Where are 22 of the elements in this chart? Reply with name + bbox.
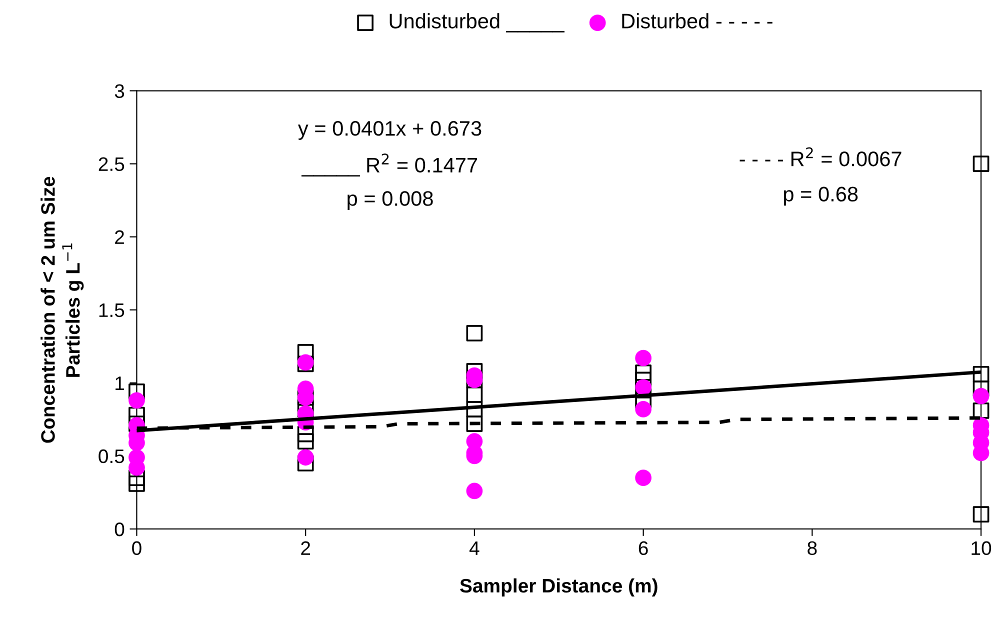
annotation: - - - - R$^{2}$ = 0.0067: [740, 147, 902, 166]
y-tick-label: 0.5: [98, 449, 124, 464]
x-tick-label: 2: [301, 541, 310, 555]
x-tick-label: 10: [972, 541, 992, 556]
y-axis-title: Concentration of < 2 um Size Particles g L$^{−1}$: [40, 176, 84, 443]
legend-label: Disturbed - - - - -: [622, 13, 772, 28]
annotation: p = 0.68: [784, 186, 858, 206]
y-tick-label: 3: [114, 84, 124, 98]
y-tick-label: 2: [115, 230, 124, 244]
y-tick-label: 1: [116, 376, 124, 390]
annotation: _____ R$^{2}$ = 0.1477: [301, 154, 478, 176]
x-tick-label: 0: [132, 541, 142, 556]
y-tick-label: 0: [114, 522, 124, 536]
x-tick-label: 6: [638, 541, 648, 556]
x-axis-title: Sampler Distance (m): [460, 578, 658, 596]
legend-label: Undisturbed _____: [390, 13, 565, 32]
x-tick-label: 8: [808, 541, 817, 556]
y-tick-label: 1.5: [99, 304, 124, 318]
annotation: p = 0.008: [348, 191, 433, 210]
x-tick-label: 4: [469, 541, 480, 555]
y-tick-label: 2.5: [98, 157, 124, 172]
annotation: y = 0.0401x + 0.673: [298, 121, 482, 140]
